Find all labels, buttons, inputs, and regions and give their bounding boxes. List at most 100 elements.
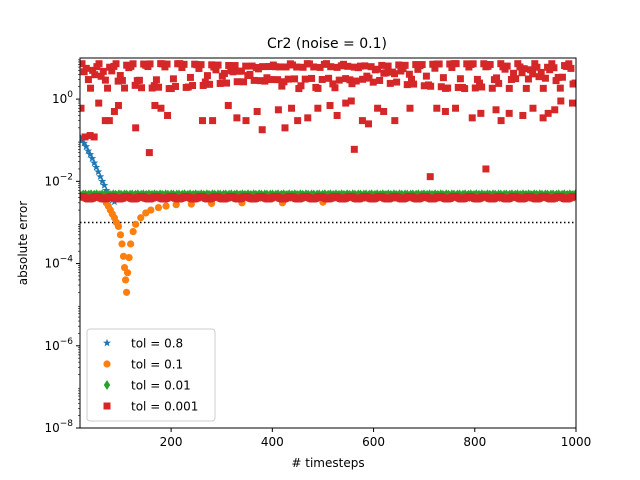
tol-0-001-point — [395, 61, 403, 69]
tol-0-001-point — [492, 106, 500, 114]
tol-0-001-point — [271, 63, 279, 71]
tol-0-001-point — [364, 120, 372, 128]
tol-0-001-point — [437, 83, 445, 91]
tol-0-1-point — [129, 227, 137, 236]
y-axis-label: absolute error — [16, 201, 30, 286]
tol-0-001-point — [91, 71, 99, 79]
tol-0-8-point — [98, 177, 107, 185]
tol-0-001-point — [461, 85, 469, 93]
tol-0-001-point — [531, 60, 539, 68]
tol-0-1-point — [127, 240, 135, 248]
tol-0-001-point — [335, 76, 343, 84]
tol-0-001-point — [135, 76, 143, 84]
tol-0-001-point — [110, 107, 118, 115]
tol-0-1-point — [118, 240, 126, 248]
tol-0-001-point — [246, 70, 254, 78]
tol-0-1-point — [122, 288, 131, 296]
plot-frame — [79, 57, 577, 429]
tol-0-001-point — [253, 107, 261, 115]
tol-0-001-point — [333, 111, 341, 119]
tol-0-001-point — [369, 78, 377, 86]
tol-0-8-point — [80, 138, 89, 147]
tol-0-001-point — [278, 82, 286, 90]
tol-0-001-point — [352, 77, 360, 85]
tol-0-001-point — [276, 63, 284, 71]
tol-0-001-point — [325, 74, 333, 82]
tol-0-1-point — [154, 203, 163, 212]
tol-0-1-point — [121, 276, 130, 284]
tol-0-001-point — [305, 60, 313, 68]
tol-0-001-point — [294, 117, 302, 125]
tol-0-001-point — [558, 73, 566, 81]
x-tick-label: 800 — [463, 435, 486, 449]
tol-0-001-point — [403, 81, 411, 89]
tol-0-001-point — [331, 84, 339, 92]
tol-0-001-point — [527, 66, 535, 74]
tol-0-001-point — [274, 106, 282, 114]
tol-0-001-point — [361, 62, 369, 70]
tol-0-001-point — [476, 79, 484, 87]
tol-0-001-point — [151, 101, 159, 109]
tol-0-001-point — [433, 104, 441, 112]
tol-0-001-point — [152, 76, 160, 84]
tol-0-001-point — [541, 74, 549, 82]
tol-0-001-point — [114, 101, 122, 109]
tol-0-001-point — [551, 106, 559, 114]
tol-0-001-point — [572, 193, 576, 201]
tol-0-001-point — [150, 82, 158, 90]
tol-0-001-point — [84, 76, 92, 84]
tol-0-001-point — [112, 60, 120, 68]
tol-0-1-point — [132, 220, 140, 228]
tol-0-001-point — [382, 69, 390, 77]
tol-0-001-point — [101, 76, 109, 84]
tol-0-001-point — [297, 82, 305, 90]
tol-0-001-point — [81, 133, 89, 141]
tol-0-001-point — [116, 72, 124, 80]
tol-0-001-point — [410, 80, 418, 88]
tol-0-001-point — [259, 63, 267, 71]
tol-0-001-point — [99, 67, 107, 75]
tol-0-001-point — [314, 104, 322, 112]
tol-0-001-point — [482, 165, 490, 173]
tol-0-001-point — [198, 117, 206, 125]
tol-0-001-point — [505, 109, 513, 117]
tol-0-001-point — [248, 62, 256, 70]
tol-0-001-point — [516, 63, 524, 71]
tol-0-001-point — [568, 99, 576, 107]
tol-0-001-point — [452, 104, 460, 112]
tol-0-001-point — [405, 70, 413, 78]
tol-0-1-point — [119, 252, 128, 260]
tol-0-8-point — [100, 181, 109, 189]
tol-0-8-point — [94, 167, 103, 176]
tol-0-001-point — [220, 69, 228, 77]
tol-0-001-point — [422, 72, 430, 80]
tol-0-001-point — [82, 64, 90, 72]
tol-0-001-point — [108, 67, 116, 75]
tol-0-001-point — [519, 111, 527, 119]
tol-0-001-point — [495, 79, 503, 87]
tol-0-001-point — [263, 74, 271, 82]
tol-0-001-point — [380, 107, 388, 115]
tol-0-001-point — [193, 61, 201, 69]
tol-0-001-point — [359, 75, 367, 83]
tol-0-001-point — [288, 61, 296, 69]
x-tick-label: 200 — [160, 435, 183, 449]
tol-0-1-point — [172, 201, 180, 209]
tol-0-001-point — [163, 60, 171, 68]
tol-0-001-point — [258, 126, 266, 134]
tol-0-001-point — [497, 117, 505, 125]
tol-0-001-point — [299, 63, 307, 71]
tol-0-001-point — [346, 76, 354, 84]
legend-marker — [103, 380, 111, 390]
tol-0-001-point — [426, 173, 434, 181]
tol-0-001-point — [223, 79, 231, 87]
tol-0-001-point — [280, 78, 288, 86]
tol-0-001-point — [412, 61, 420, 69]
tol-0-001-point — [95, 60, 103, 68]
tol-0-001-point — [439, 74, 447, 82]
tol-0-001-point — [195, 64, 203, 72]
tol-0-8-point — [90, 158, 99, 167]
tol-0-001-point — [427, 82, 435, 90]
tol-0-001-point — [169, 75, 177, 83]
tol-0-001-point — [537, 68, 545, 76]
